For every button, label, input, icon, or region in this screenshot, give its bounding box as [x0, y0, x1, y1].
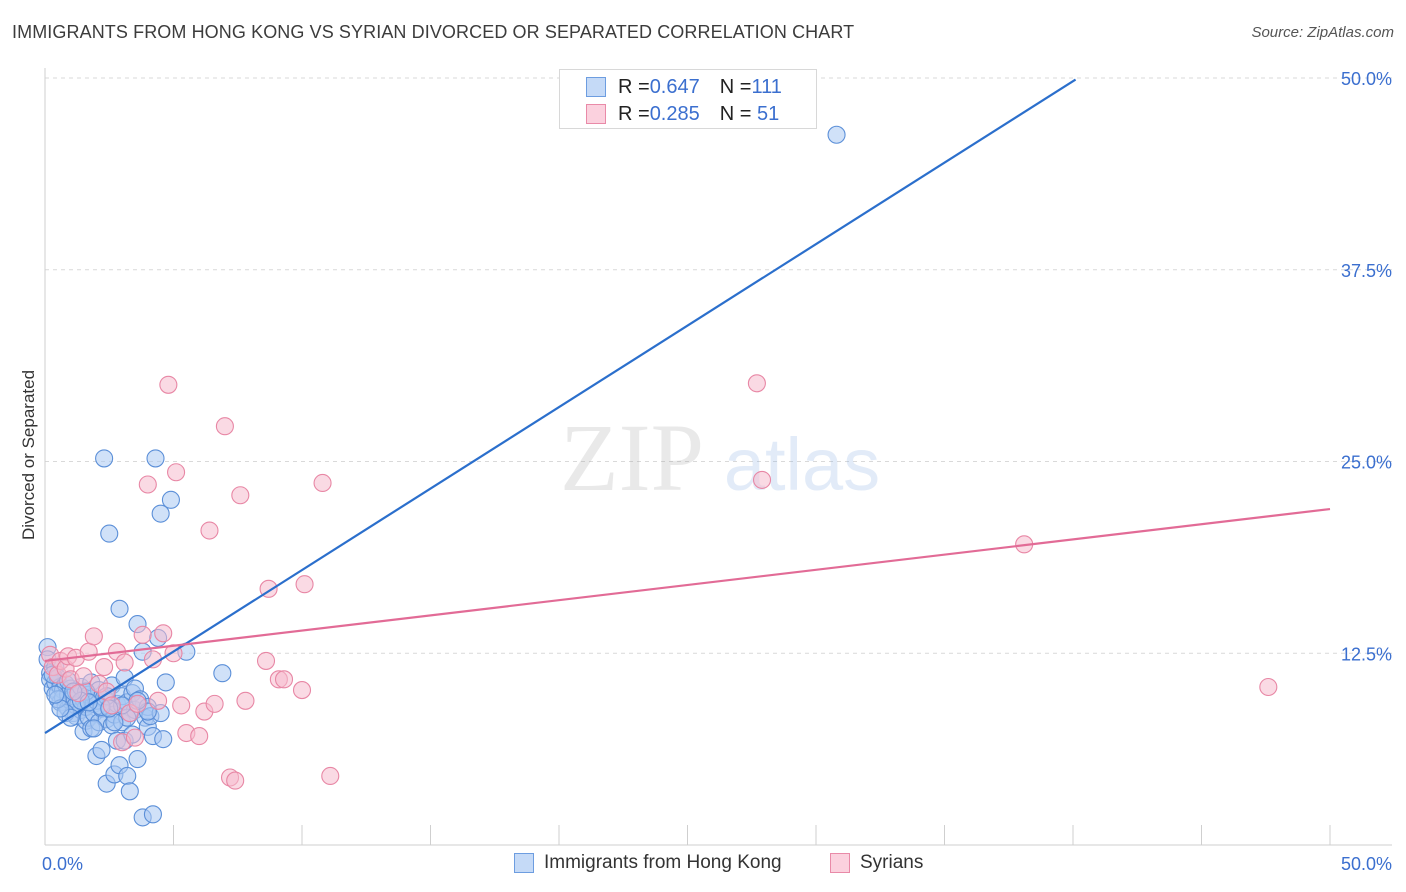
- legend-item-hong-kong[interactable]: Immigrants from Hong Kong: [514, 852, 782, 874]
- point-syrian: [292, 681, 312, 700]
- point-syrian: [236, 691, 255, 710]
- legend-label-syrians: Syrians: [860, 852, 924, 873]
- correlation-legend: R = 0.647 N = 111 R = 0.285 N = 51: [559, 69, 817, 129]
- series-legend: Immigrants from Hong Kong Syrians: [0, 850, 1406, 878]
- point-syrian: [115, 653, 134, 672]
- point-hong-kong: [151, 504, 170, 523]
- point-hong-kong: [92, 740, 111, 759]
- trend-lines: [44, 78, 1331, 734]
- chart-title: IMMIGRANTS FROM HONG KONG VS SYRIAN DIVO…: [12, 22, 855, 42]
- legend-r-value: 0.285: [649, 102, 700, 125]
- axes: [44, 68, 1392, 846]
- point-syrian: [128, 694, 147, 713]
- point-hong-kong: [95, 449, 114, 468]
- point-hong-kong: [154, 730, 173, 749]
- point-hong-kong: [156, 673, 175, 692]
- source-label: Source: ZipAtlas.com: [1251, 24, 1394, 41]
- point-syrian: [274, 670, 294, 689]
- point-syrian: [256, 651, 276, 670]
- point-syrian: [215, 417, 234, 436]
- gridlines: [45, 77, 1392, 654]
- point-hong-kong: [146, 449, 165, 468]
- point-hong-kong: [46, 685, 65, 704]
- point-syrian: [313, 473, 332, 493]
- point-syrian: [747, 374, 766, 393]
- legend-swatch-blue: [586, 77, 606, 97]
- point-syrian: [69, 684, 88, 703]
- legend-row-syrians: R = 0.285 N = 51: [586, 101, 779, 127]
- point-hong-kong: [827, 125, 846, 144]
- point-syrian: [752, 470, 772, 489]
- point-syrian: [190, 727, 209, 746]
- point-hong-kong: [161, 490, 180, 509]
- point-hong-kong: [128, 750, 147, 769]
- point-syrian: [295, 575, 314, 594]
- y-tick-label: 25.0%: [1341, 453, 1392, 473]
- legend-n-label: N =: [719, 75, 752, 98]
- point-syrian: [149, 691, 168, 710]
- x-tick-label: 0.0%: [42, 854, 83, 874]
- watermark-zip: ZIP: [560, 404, 704, 511]
- point-syrian: [74, 667, 93, 686]
- legend-swatch-pink: [830, 853, 850, 873]
- legend-r-label: R =: [618, 75, 650, 98]
- point-hong-kong: [84, 719, 103, 738]
- point-hong-kong: [120, 782, 139, 801]
- point-hong-kong: [143, 805, 162, 824]
- y-tick-label: 37.5%: [1341, 261, 1392, 281]
- x-tick-label: 50.0%: [1341, 854, 1392, 874]
- tick-labels: 12.5% 25.0% 37.5% 50.0% 0.0% 50.0%: [42, 69, 1392, 874]
- point-syrian: [226, 771, 245, 790]
- legend-label-hong-kong: Immigrants from Hong Kong: [544, 852, 782, 873]
- point-syrian: [84, 627, 103, 646]
- series-syrians-points: [41, 374, 1278, 790]
- point-syrian: [231, 486, 250, 505]
- point-syrian: [1259, 677, 1278, 697]
- point-hong-kong: [118, 766, 137, 786]
- watermark-atlas: atlas: [724, 423, 880, 506]
- legend-r-value: 0.647: [649, 75, 700, 98]
- point-syrian: [167, 463, 186, 482]
- watermark: ZIP atlas: [560, 404, 880, 511]
- legend-r-label: R =: [618, 102, 650, 125]
- point-syrian: [321, 766, 340, 786]
- point-syrian: [95, 658, 114, 677]
- y-axis-label: Divorced or Separated: [19, 370, 38, 540]
- point-hong-kong: [110, 599, 129, 618]
- point-syrian: [200, 521, 219, 540]
- y-tick-label: 12.5%: [1341, 644, 1392, 664]
- point-syrian: [102, 696, 121, 715]
- point-syrian: [154, 624, 173, 643]
- y-tick-label: 50.0%: [1341, 69, 1392, 89]
- point-syrian: [172, 696, 191, 715]
- legend-row-hong-kong: R = 0.647 N = 111: [586, 74, 782, 100]
- trend-line-hong-kong: [44, 78, 1077, 734]
- point-syrian: [159, 375, 178, 394]
- legend-n-value: 51: [751, 102, 780, 125]
- legend-n-value: 111: [751, 75, 782, 98]
- point-syrian: [205, 694, 224, 713]
- point-hong-kong: [100, 524, 119, 543]
- point-hong-kong: [213, 664, 232, 683]
- point-syrian: [125, 728, 144, 747]
- legend-swatch-pink: [586, 104, 606, 124]
- trend-line-syrians: [44, 507, 1331, 663]
- legend-n-label: N =: [719, 102, 752, 125]
- point-syrian: [138, 475, 157, 494]
- legend-swatch-blue: [514, 853, 534, 873]
- point-syrian: [133, 625, 152, 644]
- legend-item-syrians[interactable]: Syrians: [830, 852, 923, 874]
- point-syrian: [79, 642, 98, 661]
